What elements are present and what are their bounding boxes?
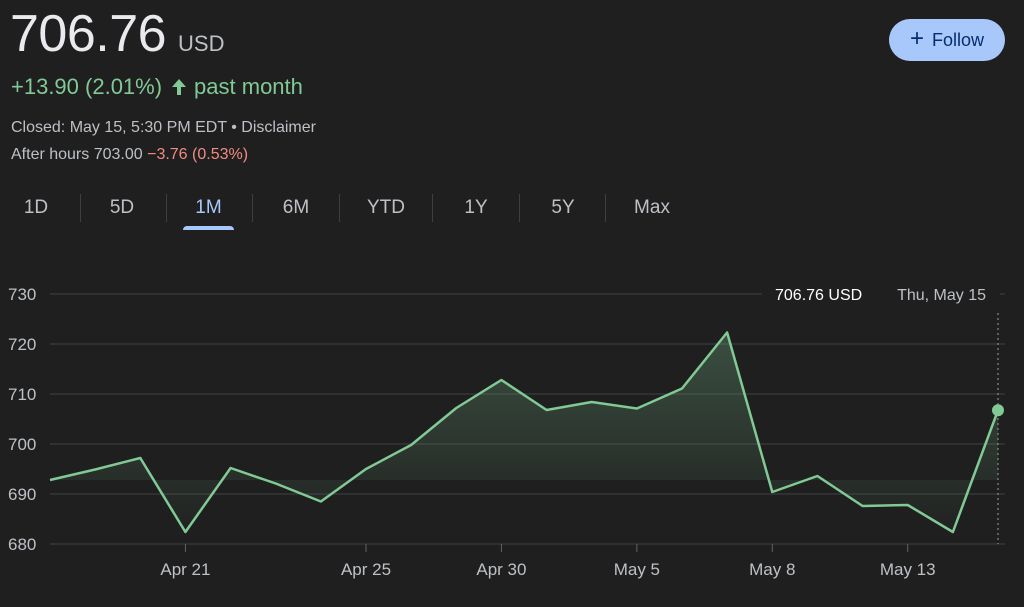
follow-label: Follow [932, 29, 985, 50]
price-chart[interactable]: 680 690 700 710 720 730 Apr 21 Apr 25 Apr 30 May… [0, 260, 1024, 607]
after-hours-price: After hours 703.00 [11, 146, 143, 163]
tab-max[interactable]: Max [622, 186, 682, 230]
x-tick-label: May 8 [749, 560, 795, 579]
after-hours: After hours 703.00 −3.76 (0.53%) [11, 146, 248, 164]
tab-label: Max [634, 197, 670, 218]
tooltip-background [762, 280, 1000, 310]
currency-label: USD [178, 31, 225, 56]
x-tick-label: Apr 30 [476, 560, 526, 579]
tab-divider [252, 194, 253, 222]
hover-point-marker [992, 404, 1004, 417]
tab-label: 1Y [464, 197, 488, 218]
follow-button[interactable]: + Follow [889, 19, 1005, 61]
tab-6m[interactable]: 6M [268, 186, 324, 230]
after-hours-change: −3.76 (0.53%) [147, 146, 249, 163]
x-tick-label: May 5 [614, 560, 660, 579]
tab-divider [519, 194, 520, 222]
market-status: Closed: May 15, 5:30 PM EDT • Disclaimer [11, 119, 316, 137]
tab-label: 1M [195, 197, 222, 218]
y-axis: 680 690 700 710 720 730 [8, 285, 36, 554]
hover-tooltip: 706.76 USD Thu, May 15 [762, 280, 1000, 310]
tab-5y[interactable]: 5Y [535, 186, 591, 230]
tab-divider [339, 194, 340, 222]
tooltip-date: Thu, May 15 [897, 287, 986, 304]
x-tick-label: Apr 21 [160, 560, 210, 579]
tab-1d[interactable]: 1D [10, 186, 62, 230]
y-tick-label: 720 [8, 335, 36, 354]
tab-label: 5Y [551, 197, 575, 218]
plus-icon: + [909, 25, 924, 52]
price-area-fill [50, 332, 998, 532]
tab-divider [166, 194, 167, 222]
price-header: 706.76 USD [10, 4, 225, 64]
disclaimer-link[interactable]: Disclaimer [241, 119, 316, 136]
arrow-up-icon [172, 79, 187, 95]
y-tick-label: 690 [8, 485, 36, 504]
tab-label: 1D [23, 197, 49, 218]
y-tick-label: 700 [8, 435, 36, 454]
tab-1y[interactable]: 1Y [448, 186, 504, 230]
tooltip-price: 706.76 USD [775, 287, 862, 304]
x-axis: Apr 21 Apr 25 Apr 30 May 5 May 8 May 13 [160, 544, 936, 579]
current-price: 706.76 [10, 5, 167, 63]
y-tick-label: 730 [8, 285, 36, 304]
tab-label: 5D [109, 197, 135, 218]
price-line [49, 331, 1000, 534]
tab-5d[interactable]: 5D [96, 186, 148, 230]
x-tick-label: May 13 [880, 560, 936, 579]
change-value: +13.90 (2.01%) [11, 74, 163, 99]
x-tick-label: Apr 25 [341, 560, 391, 579]
tab-label: YTD [367, 197, 405, 218]
closed-time: Closed: May 15, 5:30 PM EDT [11, 119, 227, 136]
tab-divider [432, 194, 433, 222]
tab-divider [80, 194, 81, 222]
y-tick-label: 710 [8, 385, 36, 404]
change-period: past month [194, 74, 303, 99]
tab-divider [605, 194, 606, 222]
separator-bullet: • [226, 119, 242, 136]
tab-label: 6M [282, 197, 310, 218]
time-range-tabs: 1D 5D 1M 6M YTD 1Y 5Y Max [0, 186, 700, 230]
tab-1m[interactable]: 1M [183, 186, 234, 230]
tab-ytd[interactable]: YTD [355, 186, 417, 230]
price-change: +13.90 (2.01%) past month [11, 74, 303, 100]
y-tick-label: 680 [8, 535, 36, 554]
